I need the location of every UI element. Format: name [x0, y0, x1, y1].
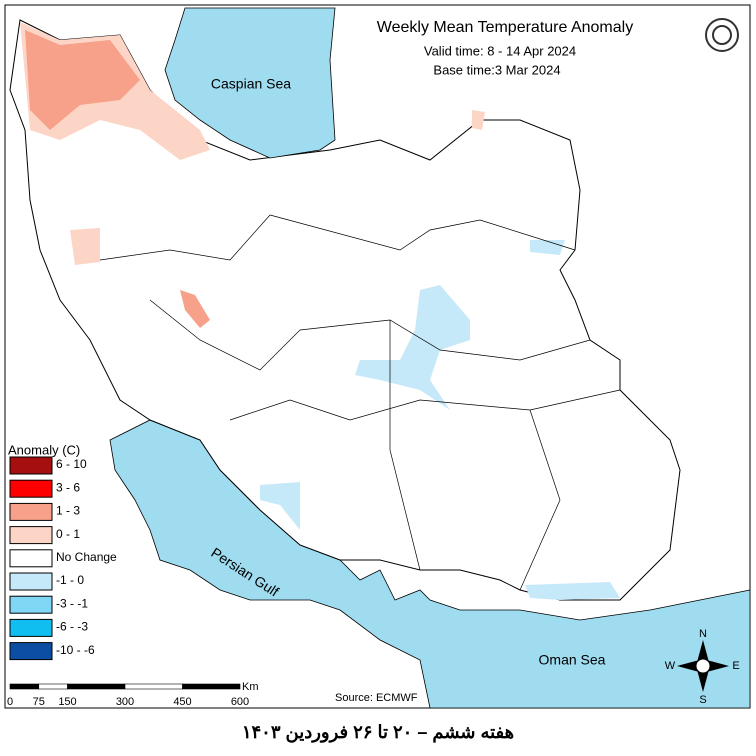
- legend-swatch: [9, 618, 53, 637]
- legend-label: 0 - 1: [56, 527, 80, 541]
- compass-label: W: [665, 660, 676, 672]
- scale-segment: [9, 683, 40, 690]
- compass-label: N: [699, 628, 707, 640]
- iran-outline: [9, 19, 681, 601]
- province-lines: [99, 214, 621, 591]
- scale-label: 450: [173, 696, 191, 708]
- legend-label: 3 - 6: [56, 480, 80, 494]
- footer: هفته ششم – ۲۰ تا ۲۶ فروردین ۱۴۰۳: [242, 722, 514, 743]
- source: Source: ECMWF: [335, 692, 418, 704]
- scale-bar: 0 75 150 300 450 600 Km: [7, 681, 259, 708]
- scale-label: 300: [116, 696, 134, 708]
- legend-label: -10 - -6: [56, 643, 95, 657]
- legend-label: No Change: [56, 550, 117, 564]
- scale-label: 75: [33, 696, 45, 708]
- legend-swatch: [9, 572, 53, 591]
- scale-label: 600: [231, 696, 249, 708]
- legend-swatch: [9, 456, 53, 475]
- scale-label: 0: [7, 696, 13, 708]
- scale-segment: [38, 683, 68, 690]
- sea-label: Caspian Sea: [211, 76, 291, 92]
- logo: [705, 18, 739, 52]
- compass: N E S W: [665, 628, 740, 706]
- legend-label: -3 - -1: [56, 596, 88, 610]
- legend-label: 6 - 10: [56, 457, 87, 471]
- valid-time: Valid time: 8 - 14 Apr 2024: [424, 43, 576, 58]
- scale-segment: [124, 683, 183, 690]
- compass-label: E: [732, 660, 739, 672]
- scale-unit: Km: [242, 681, 259, 693]
- base-time: Base time:3 Mar 2024: [433, 62, 560, 77]
- compass-label: S: [699, 694, 706, 706]
- legend-label: -1 - 0: [56, 573, 84, 587]
- legend-label: -6 - -3: [56, 620, 88, 634]
- legend-swatch: [9, 595, 53, 614]
- caspian-sea: [164, 7, 336, 159]
- legend-title: Anomaly (C): [8, 442, 80, 457]
- legend: 6 - 10 3 - 6 1 - 3 0 - 1 No Change -1 - 0 -3 -…: [9, 456, 117, 661]
- anomaly-patches: [20, 22, 620, 600]
- scale-segment: [67, 683, 126, 690]
- legend-label: 1 - 3: [56, 504, 80, 518]
- map-title: Weekly Mean Temperature Anomaly: [377, 19, 633, 36]
- legend-swatch: [9, 479, 53, 498]
- scale-label: 150: [58, 696, 76, 708]
- scale-segment: [182, 683, 241, 690]
- legend-swatch: [9, 549, 53, 568]
- legend-swatch: [9, 502, 53, 521]
- legend-swatch: [9, 642, 53, 661]
- legend-swatch: [9, 526, 53, 545]
- sea-label: Oman Sea: [539, 652, 606, 668]
